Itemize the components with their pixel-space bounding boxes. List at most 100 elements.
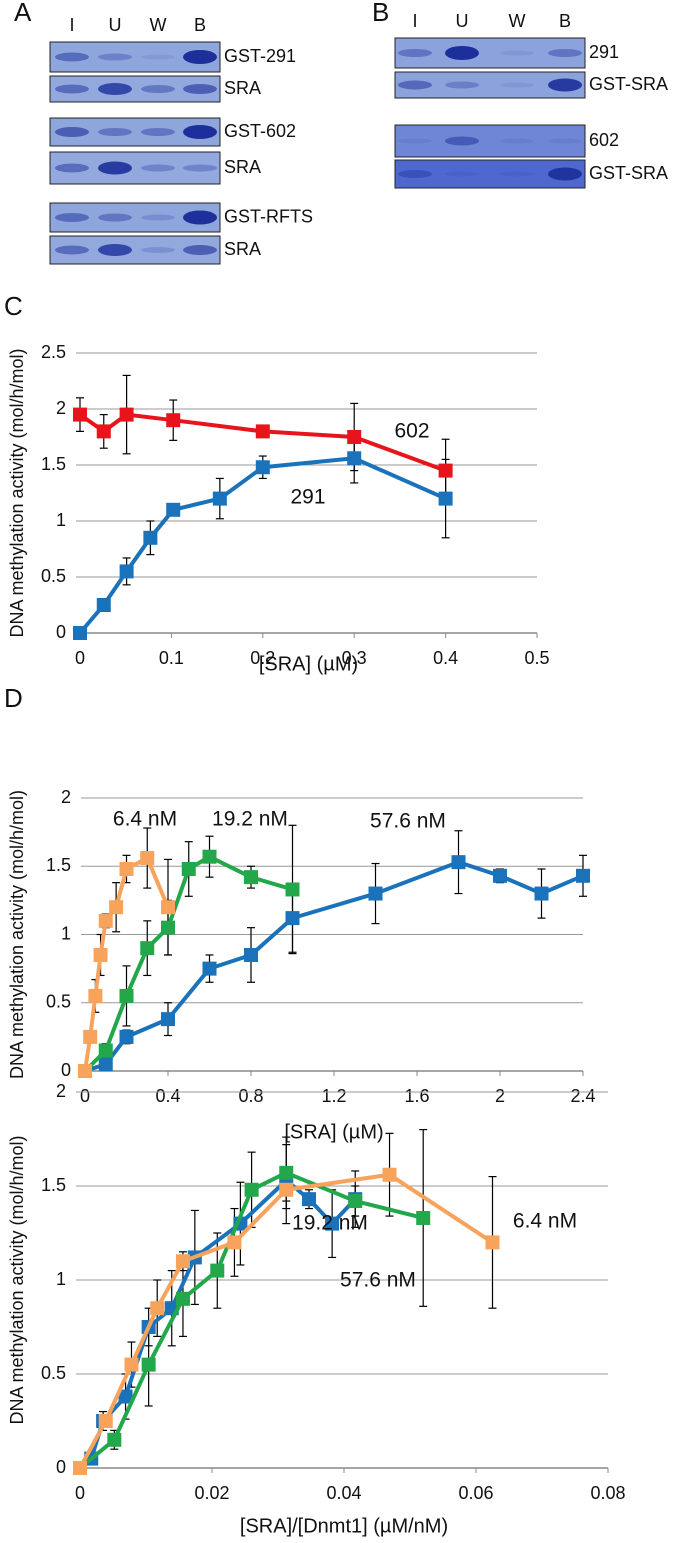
- data-point: [124, 1357, 139, 1372]
- series-label: 602: [394, 420, 429, 443]
- gel-band: [548, 78, 582, 92]
- data-point: [202, 849, 217, 864]
- gel-row-label: GST-RFTS: [224, 206, 313, 226]
- x-tick-label: 0.8: [238, 1086, 263, 1106]
- y-axis-title: DNA methylation activity (mol/h/mol): [7, 348, 27, 637]
- gel-row-label: SRA: [224, 157, 261, 177]
- gel-band: [141, 54, 175, 60]
- data-point: [325, 1216, 340, 1231]
- data-point: [255, 424, 270, 439]
- x-axis-title: [SRA] (µM): [284, 1121, 383, 1143]
- x-tick-label: 0.06: [458, 1483, 493, 1503]
- gel-band: [55, 52, 89, 62]
- series-label: 57.6 nM: [370, 810, 446, 833]
- gel-band: [500, 138, 534, 144]
- data-point: [244, 870, 258, 885]
- series-label: 19.2 nM: [212, 808, 288, 831]
- series-label: 6.4 nM: [513, 1210, 577, 1233]
- data-point: [96, 424, 111, 439]
- x-tick-label: 0.1: [159, 648, 184, 668]
- series-label: 19.2 nM: [292, 1212, 368, 1235]
- x-tick-label: 2.4: [570, 1086, 595, 1106]
- y-tick-label: 1: [61, 923, 71, 943]
- gel-band: [445, 81, 479, 89]
- gel-band: [398, 170, 432, 178]
- panel-label: A: [14, 0, 32, 27]
- data-point: [279, 1165, 294, 1180]
- y-tick-label: 0: [61, 1060, 71, 1080]
- x-tick-label: 0: [80, 1086, 90, 1106]
- data-point: [73, 407, 87, 422]
- data-point: [161, 1012, 175, 1027]
- lane-label: B: [194, 15, 206, 35]
- gel-band: [55, 245, 89, 255]
- gel-band: [98, 161, 132, 175]
- data-point: [143, 530, 158, 545]
- lane-label: U: [456, 11, 469, 31]
- data-point: [107, 1432, 122, 1447]
- series-label: 6.4 nM: [113, 808, 177, 831]
- data-point: [118, 1389, 133, 1404]
- data-point: [88, 988, 103, 1003]
- y-tick-label: 2.5: [41, 342, 66, 362]
- panel-label: D: [4, 683, 23, 713]
- data-point: [119, 988, 134, 1003]
- data-point: [212, 491, 227, 506]
- x-tick-label: 0: [75, 1483, 85, 1503]
- x-tick-label: 0.04: [326, 1483, 361, 1503]
- y-axis-title: DNA methylation activity (mol/h/mol): [7, 1135, 27, 1424]
- x-tick-label: 2: [495, 1086, 505, 1106]
- data-point: [279, 1182, 294, 1197]
- x-tick-label: 0.4: [433, 648, 458, 668]
- gel-band: [183, 245, 217, 255]
- data-point: [485, 1235, 500, 1250]
- gel-band: [98, 128, 132, 136]
- data-point: [93, 947, 108, 962]
- gel-band: [98, 213, 132, 222]
- lane-label: I: [412, 11, 417, 31]
- gel-row-label: GST-SRA: [589, 74, 668, 94]
- x-tick-label: 0.3: [342, 648, 367, 668]
- data-point: [302, 1192, 317, 1207]
- data-point: [140, 941, 155, 956]
- series-line: [78, 456, 447, 635]
- data-point: [78, 1064, 92, 1078]
- x-tick-label: 0.4: [155, 1086, 180, 1106]
- gel-row-label: GST-291: [224, 46, 296, 66]
- gel-row-label: GST-602: [224, 121, 296, 141]
- data-point: [119, 407, 134, 422]
- gel-band: [55, 213, 89, 222]
- data-point: [451, 855, 466, 870]
- data-point: [347, 451, 362, 466]
- data-point: [202, 961, 217, 976]
- data-point: [98, 1057, 113, 1072]
- lane-label: I: [69, 15, 74, 35]
- gel-band: [183, 50, 217, 64]
- data-point: [119, 1029, 134, 1044]
- gel-band: [141, 85, 175, 93]
- gel-band: [445, 171, 479, 177]
- gel-band: [445, 46, 479, 60]
- x-axis-title: [SRA] (µM): [259, 653, 358, 675]
- gel-band: [548, 138, 582, 144]
- series-line: [84, 860, 584, 1073]
- data-point: [285, 911, 300, 926]
- x-tick-label: 0.08: [590, 1483, 625, 1503]
- data-point: [98, 913, 113, 928]
- gel-row-label: SRA: [224, 239, 261, 259]
- gel-band: [141, 128, 175, 136]
- panel-label: B: [372, 0, 389, 27]
- x-tick-label: 0.5: [524, 648, 549, 668]
- data-point: [73, 626, 87, 640]
- data-point: [119, 861, 134, 876]
- y-tick-label: 0.5: [41, 1363, 66, 1383]
- gel-band: [398, 80, 432, 90]
- data-point: [96, 598, 111, 612]
- gel-band: [500, 82, 534, 88]
- data-point: [255, 460, 270, 475]
- data-point: [175, 1254, 190, 1269]
- x-tick-label: 0: [75, 648, 85, 668]
- lane-label: W: [509, 11, 526, 31]
- data-point: [166, 413, 181, 428]
